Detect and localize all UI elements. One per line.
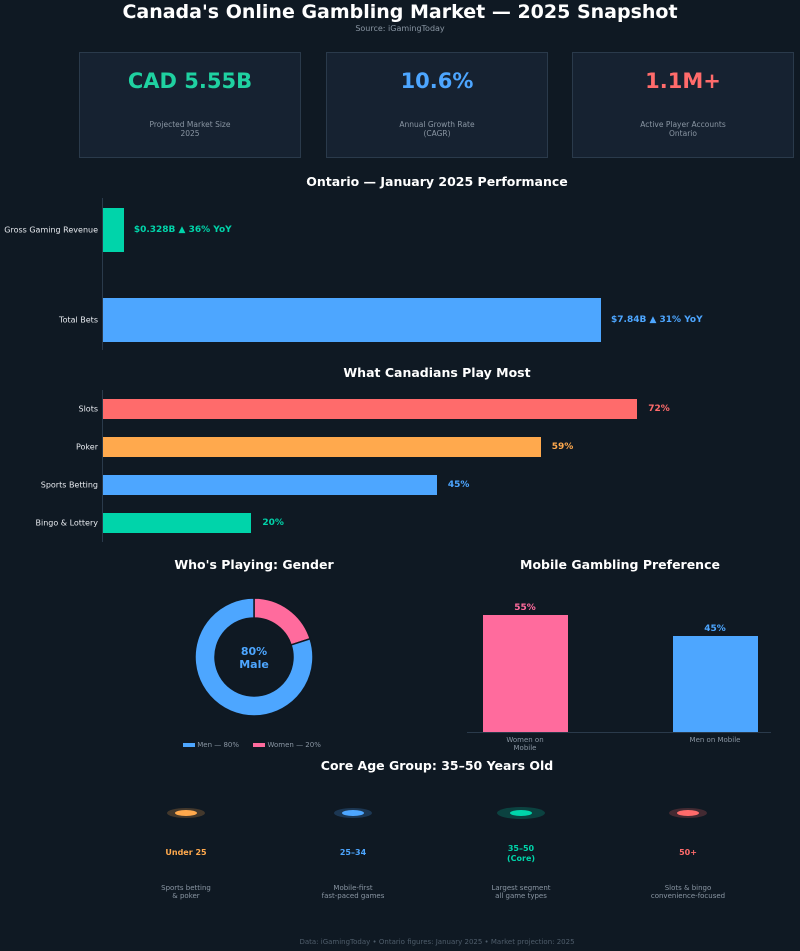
kpi-label-line: Projected Market Size [149,120,231,129]
age-desc-line: convenience-focused [650,892,726,900]
gender-legend: Men — 80% Women — 20% [183,741,321,749]
games-bar [103,399,638,419]
kpi-label-line: 2025 [180,129,200,138]
age-group-label: 35–50 (Core) [507,844,535,864]
games-data-label: 72% [648,404,670,414]
age-desc-line: fast-paced games [321,892,385,900]
legend-women: Women — 20% [267,741,321,749]
age-section-title: Core Age Group: 35–50 Years Old [320,758,554,773]
ontario-category-label: Gross Gaming Revenue [4,225,98,235]
donut-center-label: Male [239,658,269,671]
kpi-value: CAD 5.55B [127,69,253,93]
ontario-bar [103,208,124,252]
mobile-data-label: 45% [704,624,726,635]
games-category-label: Sports Betting [40,480,98,490]
age-desc-line: Mobile-first [333,884,373,892]
donut-slice-women [253,597,312,646]
games-data-label: 45% [447,480,470,490]
gender-chart-title: Who's Playing: Gender [174,557,334,572]
mobile-chart-title: Mobile Gambling Preference [520,557,720,572]
age-marker-dot [677,810,699,816]
source-note: Source: iGamingToday [355,24,445,33]
age-desc-line: Largest segment [491,884,551,892]
age-group-description: Largest segment all game types [491,884,550,900]
kpi-label-line: Annual Growth Rate [399,120,475,129]
kpi-value: 1.1M+ [645,69,721,93]
age-marker-dot [342,810,364,816]
legend-swatch-women [253,743,266,747]
kpi-label: Projected Market Size 2025 [80,120,300,138]
age-group-tag: (Core) [506,854,536,863]
page-title: Canada's Online Gambling Market — 2025 S… [122,1,678,23]
donut-center-value: 80% [240,645,268,658]
games-category-label: Slots [78,404,99,414]
ontario-data-label: $7.84B ▲ 31% YoY [611,315,703,325]
kpi-value: 10.6% [400,69,474,93]
ontario-data-label: $0.328B ▲ 36% YoY [133,225,232,235]
kpi-label-line: Active Player Accounts [640,120,726,129]
mobile-bar [673,636,758,732]
games-axis [102,390,103,542]
age-marker-dot [510,810,532,816]
mobile-category-label: Men on Mobile [689,736,741,744]
ontario-bar [103,298,601,342]
games-category-label: Poker [76,442,98,452]
ontario-axis [102,198,103,350]
kpi-label: Annual Growth Rate (CAGR) [327,120,547,138]
footer-note: Data: iGamingToday • Ontario figures: Ja… [299,938,575,946]
age-desc-line: all game types [495,892,547,900]
legend-men: Men — 80% [197,741,240,749]
games-chart-title: What Canadians Play Most [343,365,531,380]
donut-slice-men [194,597,314,717]
age-group-range: Under 25 [165,848,207,857]
mobile-bar [483,615,568,732]
mobile-axis [467,732,771,733]
age-desc-line: Sports betting [161,884,211,892]
age-group-label: Under 25 [165,848,206,858]
ontario-category-label: Total Bets [59,315,98,325]
kpi-card: 10.6% Annual Growth Rate (CAGR) [326,52,548,158]
games-bar [103,475,437,495]
age-group-description: Slots & bingo convenience-focused [651,884,725,900]
kpi-label: Active Player Accounts Ontario [573,120,793,138]
age-desc-line: & poker [172,892,200,900]
mobile-category-label: Women on Mobile [506,736,544,752]
age-desc-line: Slots & bingo [664,884,712,892]
games-bar [103,437,541,457]
games-bar [103,513,252,533]
kpi-card: 1.1M+ Active Player Accounts Ontario [572,52,794,158]
kpi-card: CAD 5.55B Projected Market Size 2025 [79,52,301,158]
age-group-range: 25–34 [339,848,367,857]
games-category-label: Bingo & Lottery [35,518,98,528]
age-group-range: 50+ [679,848,697,857]
ontario-chart-title: Ontario — January 2025 Performance [306,174,568,189]
age-group-description: Sports betting & poker [161,884,211,900]
games-data-label: 59% [551,442,574,452]
games-data-label: 20% [262,518,284,528]
mobile-data-label: 55% [514,603,536,613]
gender-donut [194,597,314,717]
legend-swatch-men [183,743,195,747]
age-group-range: 35–50 [507,844,535,853]
age-group-description: Mobile-first fast-paced games [322,884,385,900]
age-marker-dot [175,810,197,816]
kpi-label-line: (CAGR) [423,129,451,138]
kpi-label-line: Ontario [669,129,697,138]
age-group-label: 50+ [679,848,697,858]
age-group-label: 25–34 [340,848,366,858]
